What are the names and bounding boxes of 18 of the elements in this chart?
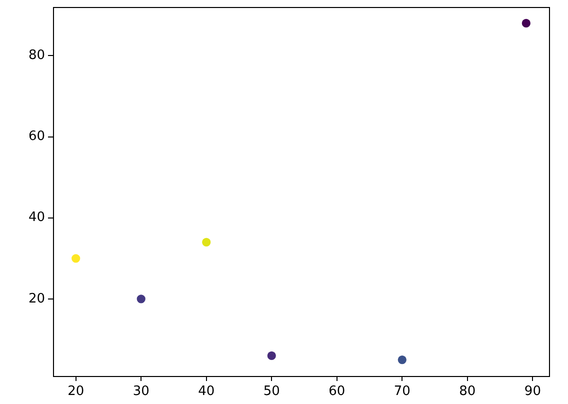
y-tick-label: 80 [28,48,45,64]
point [398,355,406,364]
point [72,254,80,263]
x-tick-label: 90 [524,384,541,400]
x-tick-label: 80 [459,384,476,400]
point [267,351,276,360]
point [522,18,530,28]
point [202,238,211,246]
x-tick-label: 50 [263,384,280,400]
x-tick-label: 20 [68,384,84,400]
x-tick-label: 30 [132,384,150,400]
y-tick-label: 40 [28,210,45,226]
x-tick-label: 40 [198,384,215,400]
y-tick-label: 20 [28,291,45,306]
x-tick-label: 60 [328,384,346,400]
y-tick-label: 60 [28,129,45,144]
x-tick-label: 70 [394,384,410,400]
point [136,294,146,304]
